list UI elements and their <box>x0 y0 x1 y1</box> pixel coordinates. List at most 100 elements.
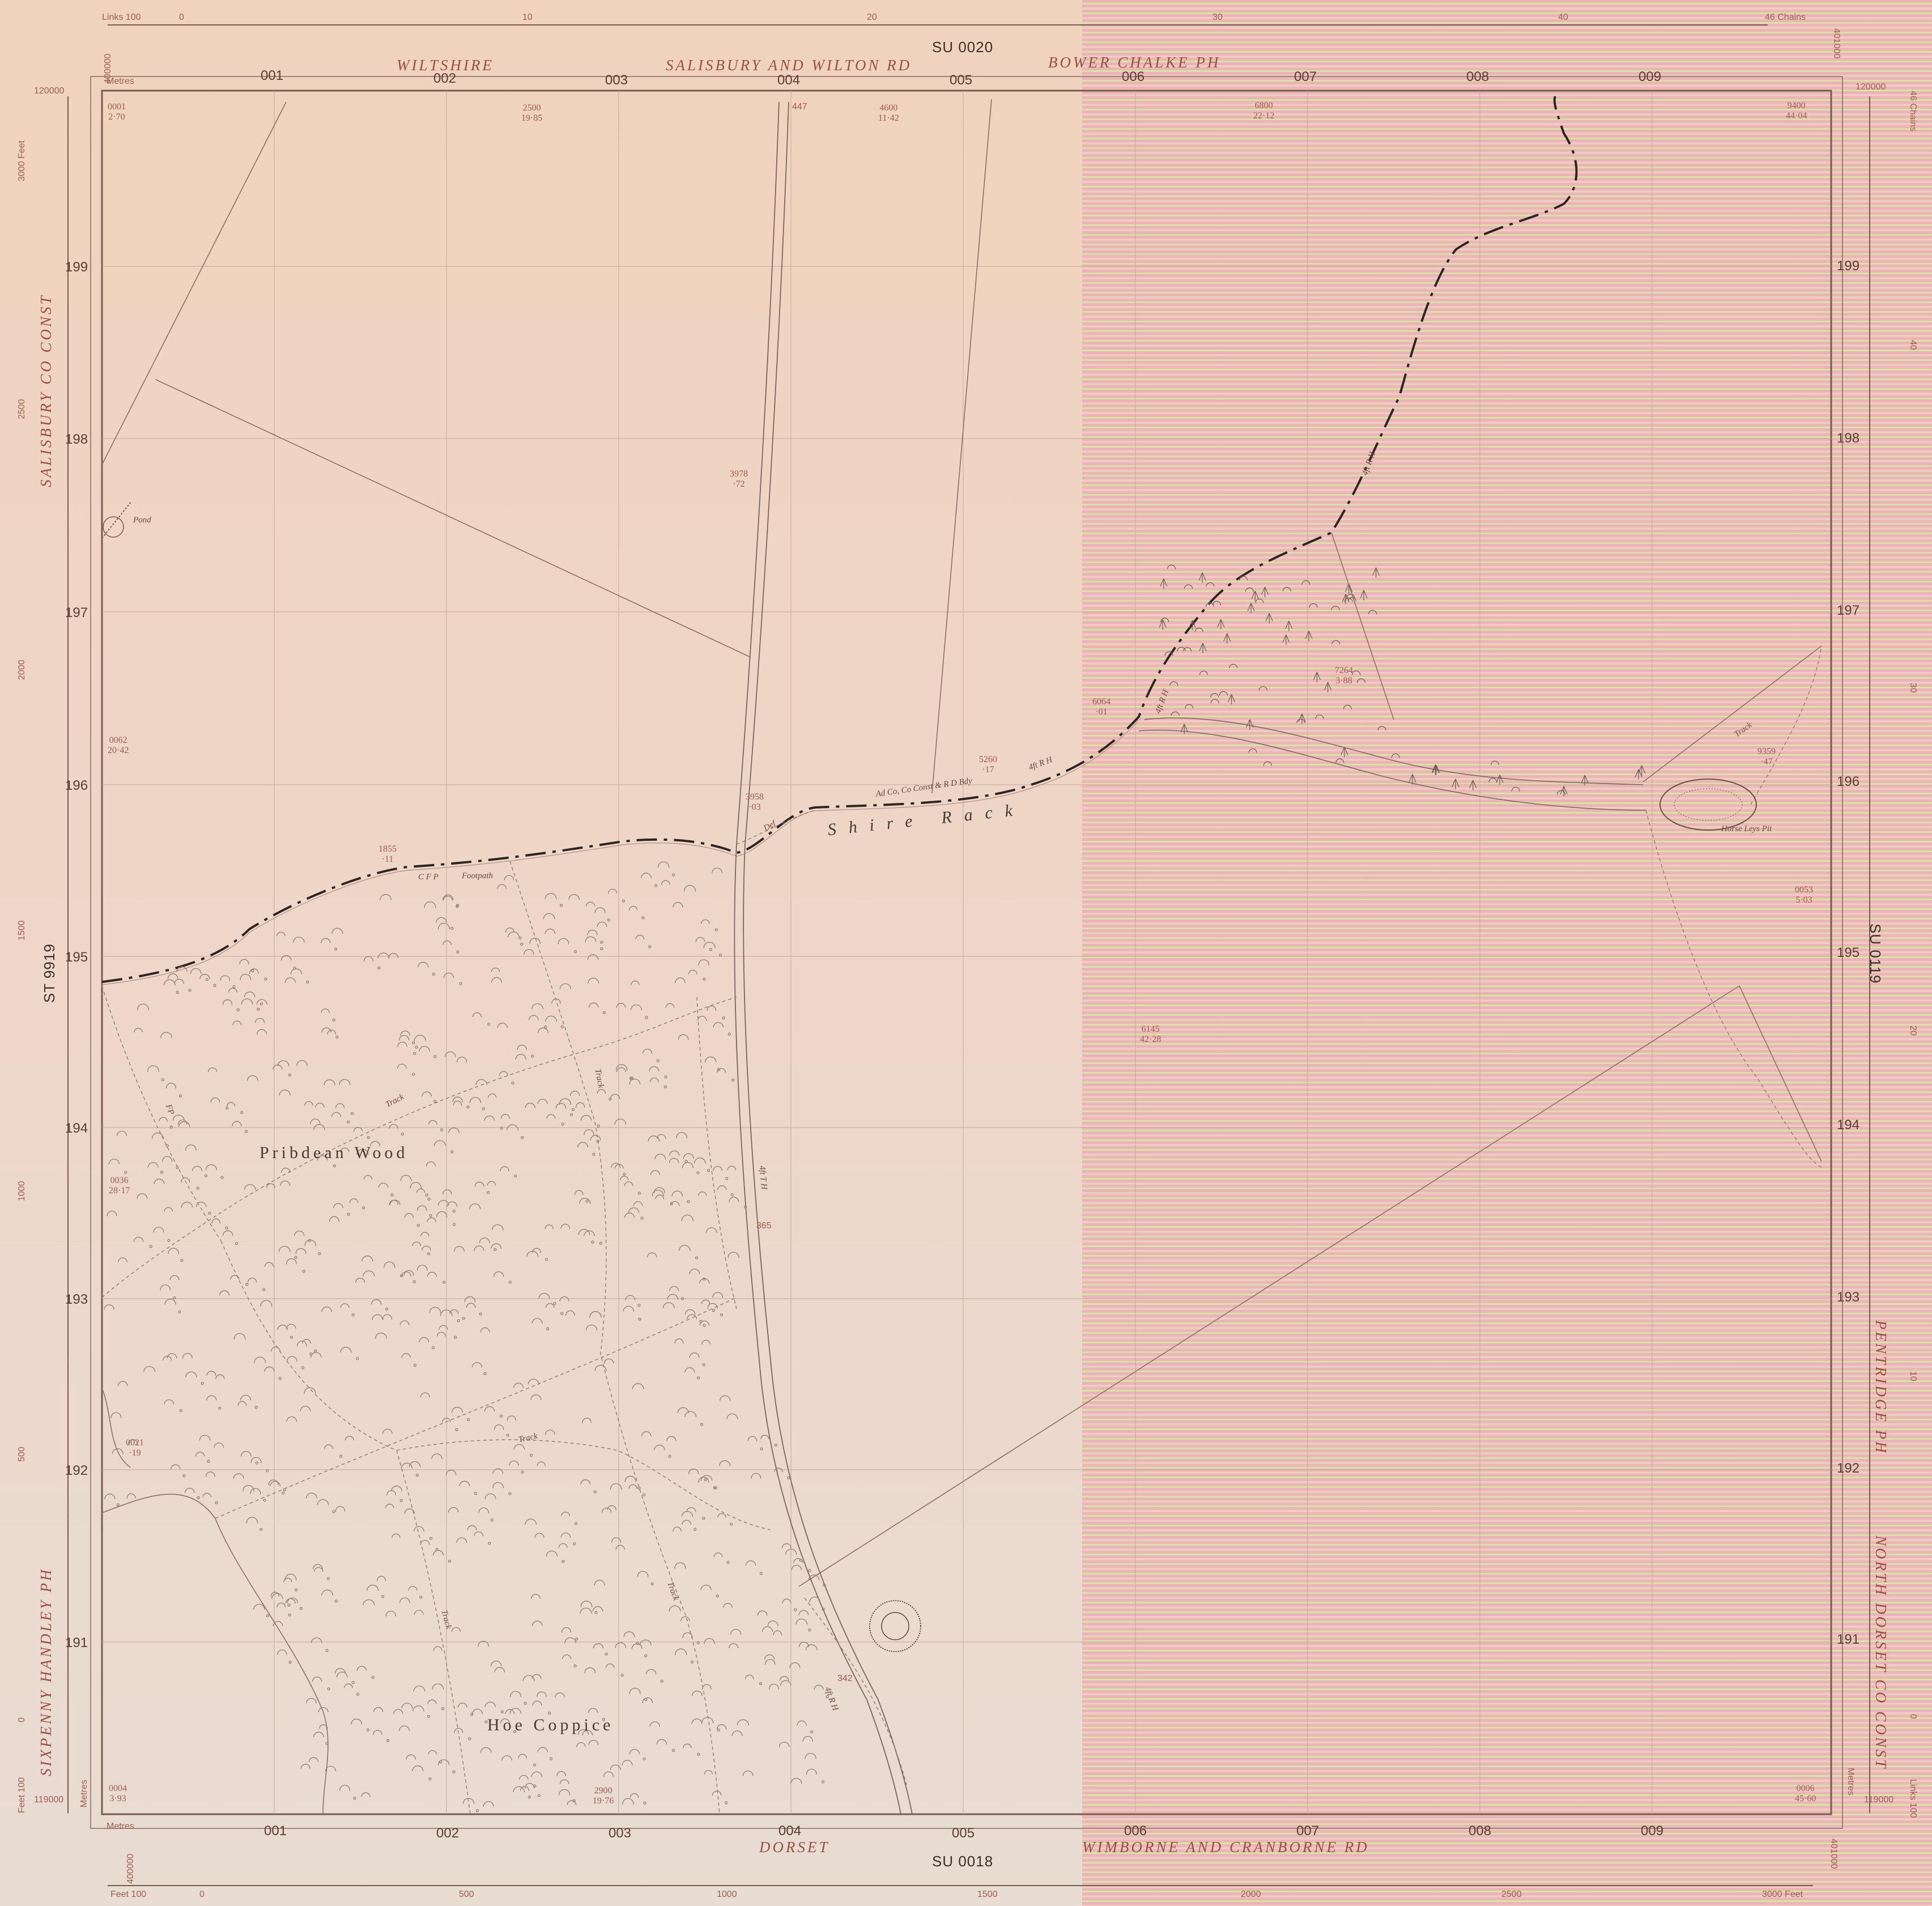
tree-symbol <box>731 1730 743 1737</box>
scrub-symbol <box>347 1212 350 1216</box>
tree-symbol <box>315 1103 325 1108</box>
scrub-symbol <box>225 1226 228 1229</box>
scrub-symbol <box>671 1748 675 1752</box>
tree-symbol <box>242 1485 254 1492</box>
scrub-symbol <box>439 1760 442 1764</box>
tree-symbol <box>453 1246 465 1252</box>
scrub-symbol <box>149 1245 153 1248</box>
tree-symbol <box>684 1411 697 1418</box>
tree-symbol <box>164 1299 176 1305</box>
tree-symbol <box>462 1798 475 1804</box>
scrub-symbol <box>264 977 267 981</box>
conifer-symbol <box>1217 619 1225 629</box>
scale-feet-tick-2000: 2000 <box>1241 1890 1261 1899</box>
tree-symbol <box>544 893 557 899</box>
tree-symbol <box>389 1124 398 1129</box>
tree-symbol <box>264 1366 275 1372</box>
tree-symbol <box>474 1181 484 1187</box>
tree-symbol <box>559 1296 569 1301</box>
tree-symbol <box>781 1543 792 1548</box>
tree-symbol <box>695 937 705 942</box>
tree-symbol <box>1335 758 1344 763</box>
scrub-symbol <box>433 1055 437 1058</box>
scrub-symbol <box>254 1406 258 1409</box>
tree-symbol <box>537 1691 547 1697</box>
tree-symbol <box>761 1626 773 1632</box>
tree-symbol <box>505 928 514 933</box>
tree-symbol <box>623 1631 635 1637</box>
tree-symbol <box>689 1269 700 1274</box>
scrub-symbol <box>278 1377 282 1380</box>
tree-symbol <box>744 1674 754 1679</box>
scrub-symbol <box>433 1100 437 1103</box>
tree-symbol <box>560 1224 571 1229</box>
parcel-0062: 0062 20·42 <box>108 735 129 755</box>
tree-symbol <box>244 1184 256 1190</box>
scrub-symbol <box>644 1654 648 1657</box>
tree-symbol <box>585 936 597 942</box>
tree-symbol <box>292 937 305 943</box>
tree-symbol <box>108 1159 120 1165</box>
tree-symbol <box>699 1320 710 1326</box>
tree-symbol <box>616 1067 627 1073</box>
tree-symbol <box>312 1677 322 1682</box>
scrub-symbol <box>506 1433 509 1437</box>
tree-symbol <box>260 1300 273 1307</box>
northing-left-195: 195 <box>65 950 88 965</box>
tree-symbol <box>237 1401 247 1406</box>
tree-symbol <box>501 1755 512 1761</box>
tree-symbol <box>555 1692 565 1697</box>
tree-symbol <box>487 1181 496 1186</box>
tree-symbol <box>478 1507 489 1513</box>
tree-symbol <box>281 1167 291 1173</box>
tree-symbol <box>285 1598 296 1604</box>
tree-symbol <box>611 1163 621 1168</box>
tree-symbol <box>805 1752 816 1759</box>
tree-symbol <box>726 1413 738 1419</box>
scale-left-3000: 3000 Feet <box>17 140 27 181</box>
tree-symbol <box>537 1747 548 1752</box>
tree-symbol <box>629 1748 640 1755</box>
scrub-symbol <box>427 1197 431 1201</box>
tree-symbol <box>321 1027 331 1033</box>
tree-symbol <box>419 1337 429 1342</box>
tree-symbol <box>1377 726 1386 731</box>
tree-symbol <box>745 1560 756 1566</box>
scrub-symbol <box>455 1428 458 1431</box>
scrub-symbol <box>225 1106 229 1110</box>
scrub-symbol <box>573 950 577 954</box>
tree-symbol <box>1347 597 1357 602</box>
tree-symbol <box>561 1627 571 1633</box>
tree-symbol <box>331 928 343 934</box>
tree-symbol <box>683 1743 692 1748</box>
scrub-symbol <box>714 1486 717 1490</box>
tree-symbol <box>702 1684 712 1690</box>
tree-symbol <box>601 1507 612 1513</box>
scrub-symbol <box>569 1113 573 1117</box>
tree-symbol <box>310 1637 322 1643</box>
tree-symbol <box>464 1296 476 1303</box>
tree-symbol <box>1229 663 1238 669</box>
tree-symbol <box>588 1739 599 1745</box>
tree-symbol <box>610 1764 621 1771</box>
easting-bottom-003: 003 <box>608 1826 632 1841</box>
tree-symbol <box>420 1539 430 1545</box>
conifer-symbols <box>1159 564 1646 797</box>
tree-symbol <box>107 1210 117 1216</box>
tree-symbol <box>250 1488 261 1495</box>
tree-symbol <box>273 1064 283 1070</box>
scrub-symbol <box>668 1454 671 1458</box>
tree-symbol <box>1357 678 1366 683</box>
scrub-symbol <box>602 1718 606 1721</box>
tree-symbol <box>1194 627 1203 632</box>
scrub-symbol <box>419 1596 423 1599</box>
scale-feet-tick-1000: 1000 <box>717 1890 737 1899</box>
tree-symbol <box>363 1270 375 1277</box>
tree-symbol <box>266 1183 275 1188</box>
tree-symbol <box>276 1602 286 1607</box>
tree-symbol <box>492 1468 504 1474</box>
tree-symbol <box>522 1675 535 1681</box>
scrub-symbol <box>623 1172 626 1176</box>
sheet-ref-right: SU 0119 <box>1867 924 1884 984</box>
scrub-symbol <box>642 1757 646 1761</box>
